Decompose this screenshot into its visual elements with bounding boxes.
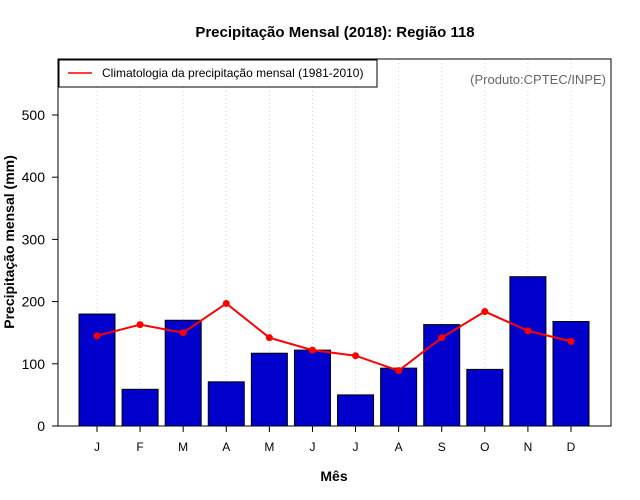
x-tick-label-10: O <box>480 440 489 454</box>
y-tick-label-300: 300 <box>22 231 46 247</box>
bar-7 <box>337 394 375 427</box>
y-tick-label-100: 100 <box>22 356 46 372</box>
y-tick-label-500: 500 <box>22 107 46 123</box>
bar-3 <box>164 319 202 427</box>
chart-title: Precipitação Mensal (2018): Região 118 <box>195 24 474 41</box>
bar-2 <box>121 388 159 427</box>
bar-8 <box>380 367 418 427</box>
bar-11 <box>509 276 547 427</box>
x-tick-label-5: M <box>264 440 274 454</box>
bar-12 <box>552 320 590 427</box>
climatology-point-9 <box>438 334 446 342</box>
x-tick-label-11: N <box>524 440 533 454</box>
bar-4 <box>207 381 245 427</box>
legend-entry-climatology: Climatologia da precipitação mensal (198… <box>102 66 363 80</box>
y-tick-label-200: 200 <box>22 294 46 310</box>
x-tick-label-6: J <box>309 440 315 454</box>
bar-5 <box>250 352 288 427</box>
bar-10 <box>466 368 504 427</box>
climatology-point-10 <box>481 308 489 316</box>
x-tick-label-7: J <box>353 440 359 454</box>
legend: Climatologia da precipitação mensal (198… <box>58 59 378 88</box>
y-tick-label-0: 0 <box>37 418 45 434</box>
climatology-point-7 <box>352 352 360 360</box>
y-axis-label: Precipitação mensal (mm) <box>1 155 17 329</box>
x-axis-label: Mês <box>320 468 347 484</box>
credit-text: (Produto:CPTEC/INPE) <box>470 72 606 87</box>
climatology-point-6 <box>308 346 316 354</box>
climatology-point-4 <box>222 299 230 307</box>
legend-box <box>58 59 378 88</box>
x-tick-label-8: A <box>395 440 403 454</box>
climatology-series <box>93 299 575 375</box>
climatology-point-1 <box>93 332 101 340</box>
climatology-point-8 <box>395 367 403 375</box>
bar-1 <box>78 313 116 427</box>
plot-frame <box>57 58 612 427</box>
climatology-point-3 <box>179 329 187 337</box>
climatology-point-12 <box>567 337 575 345</box>
x-tick-label-12: D <box>567 440 576 454</box>
bar-series <box>78 276 590 427</box>
x-tick-label-3: M <box>178 440 188 454</box>
x-tick-label-9: S <box>438 440 446 454</box>
x-tick-label-1: J <box>94 440 100 454</box>
climatology-point-2 <box>136 321 144 329</box>
y-tick-label-400: 400 <box>22 169 46 185</box>
climatology-point-5 <box>265 334 273 342</box>
bar-9 <box>423 324 461 427</box>
climatology-line <box>96 302 572 372</box>
bar-6 <box>293 349 331 427</box>
y-axis: 0 100 200 300 400 500 <box>22 107 58 434</box>
climatology-point-11 <box>524 327 532 335</box>
x-tick-label-4: A <box>222 440 230 454</box>
x-tick-label-2: F <box>136 440 143 454</box>
